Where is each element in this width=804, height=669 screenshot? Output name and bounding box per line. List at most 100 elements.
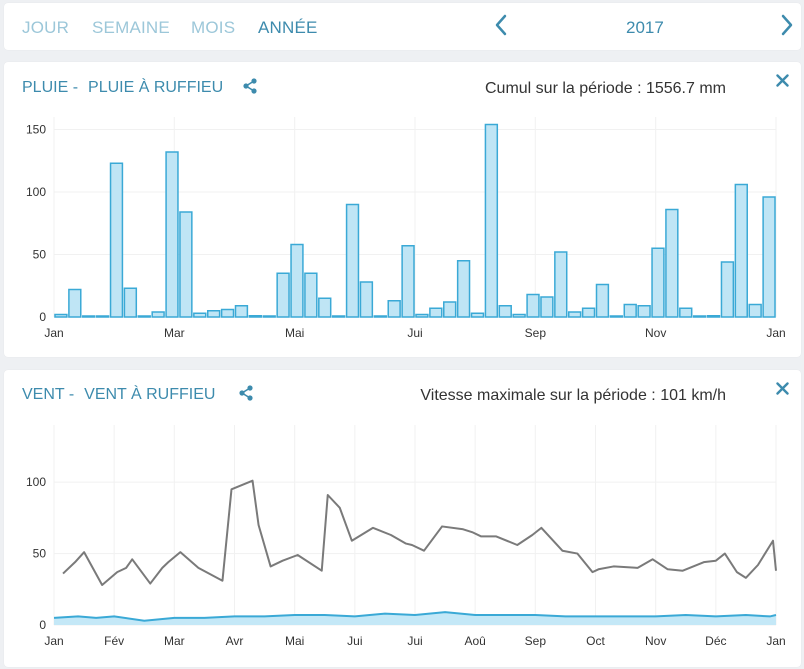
- period-navigation: JOUR SEMAINE MOIS ANNÉE 2017: [4, 3, 801, 50]
- previous-year-icon[interactable]: [494, 14, 508, 36]
- rain-bar: [637, 305, 651, 318]
- rain-station-link[interactable]: PLUIE À RUFFIEU: [88, 79, 224, 96]
- rain-bar: [206, 310, 221, 318]
- wind-y-tick-label: 0: [39, 618, 46, 632]
- rain-bar: [512, 313, 526, 318]
- rain-y-tick-label: 100: [26, 185, 46, 199]
- rain-x-tick-label: Jui: [407, 326, 422, 340]
- rain-bar: [484, 123, 499, 318]
- rain-bar: [193, 312, 207, 318]
- wind-x-tick-label: Aoû: [464, 634, 485, 648]
- rain-bar: [68, 288, 82, 318]
- rain-bar: [109, 162, 124, 318]
- rain-widget-title: PLUIE - PLUIE À RUFFIEU: [22, 79, 223, 97]
- wind-line-chart: Jan Fév Mar Avr Mai Jui Jui Aoû Sep Oct Nov Déc Jan 0…: [26, 425, 786, 648]
- rain-bar: [95, 315, 110, 318]
- wind-widget: VENT - VENT À RUFFIEU Vitesse maximale su…: [4, 370, 801, 667]
- wind-x-tick-label: Jan: [766, 634, 785, 648]
- rain-bar: [359, 281, 374, 318]
- wind-x-tick-label: Mar: [164, 634, 185, 648]
- rain-bar: [470, 312, 485, 318]
- rain-x-tick-label: Mar: [164, 326, 185, 340]
- wind-widget-title: VENT - VENT À RUFFIEU: [22, 386, 215, 404]
- share-icon[interactable]: [238, 385, 254, 401]
- rain-bar: [165, 151, 179, 318]
- rain-bar: [331, 315, 346, 318]
- rain-y-tick-label: 150: [26, 123, 46, 137]
- wind-x-tick-label: Déc: [705, 634, 726, 648]
- period-tab-jour[interactable]: JOUR: [22, 18, 70, 37]
- wind-title-prefix: VENT -: [22, 386, 75, 403]
- rain-bar: [595, 283, 610, 318]
- rain-x-tick-label: Sep: [525, 326, 547, 340]
- wind-x-tick-label: Mai: [285, 634, 304, 648]
- rain-x-tick-label: Jan: [44, 326, 63, 340]
- rain-y-tick-label: 50: [33, 248, 47, 262]
- rain-bar: [554, 251, 568, 318]
- rain-bar: [665, 208, 679, 318]
- close-icon[interactable]: [776, 74, 789, 87]
- rain-total-summary: Cumul sur la période : 1556.7 mm: [485, 80, 726, 97]
- wind-x-tick-label: Jan: [44, 634, 63, 648]
- period-tab-mois[interactable]: MOIS: [191, 18, 236, 37]
- gust-wind-line: [62, 479, 777, 586]
- rain-bar: [498, 305, 512, 318]
- rain-bar: [720, 261, 735, 318]
- rain-title-prefix: PLUIE -: [22, 79, 79, 96]
- rain-bar: [734, 183, 748, 318]
- rain-bar: [429, 307, 443, 318]
- share-icon[interactable]: [242, 78, 258, 94]
- rain-bar: [345, 203, 360, 318]
- wind-x-tick-label: Nov: [645, 634, 666, 648]
- rain-bar: [151, 311, 165, 318]
- mean-wind-line: [53, 611, 777, 622]
- rain-bar: [220, 308, 235, 318]
- current-year: 2017: [626, 18, 664, 37]
- rain-bar: [401, 245, 415, 318]
- rain-bar: [748, 303, 762, 318]
- rain-bar: [651, 247, 665, 318]
- rain-bar: [262, 315, 276, 318]
- rain-bar: [137, 315, 151, 318]
- wind-y-tick-label: 50: [33, 547, 47, 561]
- wind-x-tick-label: Fév: [104, 634, 124, 648]
- rain-bar: [526, 293, 540, 318]
- mean-wind-area: [54, 612, 776, 625]
- rain-bar: [692, 315, 707, 318]
- rain-bar: [609, 315, 624, 318]
- rain-bar: [415, 313, 429, 318]
- wind-x-tick-label: Jui: [407, 634, 422, 648]
- rain-widget: PLUIE - PLUIE À RUFFIEU Cumul sur la péri…: [4, 62, 801, 357]
- rain-bar: [706, 315, 721, 318]
- rain-bar: [304, 272, 318, 318]
- rain-bar: [373, 315, 387, 318]
- rain-bar: [54, 313, 68, 318]
- rain-bar: [123, 287, 138, 318]
- rain-x-tick-label: Jan: [766, 326, 785, 340]
- wind-max-summary: Vitesse maximale sur la période : 101 km…: [420, 387, 726, 404]
- rain-bar: [234, 305, 249, 318]
- rain-x-tick-label: Nov: [645, 326, 666, 340]
- wind-x-tick-label: Sep: [525, 634, 547, 648]
- rain-bar: [540, 296, 554, 318]
- close-icon[interactable]: [776, 382, 789, 395]
- rain-bar: [581, 307, 596, 318]
- rain-bar: [82, 315, 96, 318]
- wind-y-tick-label: 100: [26, 475, 46, 489]
- rain-bar: [179, 211, 193, 318]
- rain-bar: [567, 311, 582, 318]
- rain-bar: [623, 303, 637, 318]
- rain-bar: [290, 243, 304, 318]
- rain-bar: [387, 300, 401, 318]
- wind-x-tick-label: Oct: [586, 634, 605, 648]
- period-tab-annee[interactable]: ANNÉE: [258, 18, 318, 37]
- next-year-icon[interactable]: [780, 14, 794, 36]
- period-tab-semaine[interactable]: SEMAINE: [92, 18, 170, 37]
- rain-y-tick-label: 0: [39, 310, 46, 324]
- rain-bar: [443, 301, 457, 318]
- rain-bar: [679, 307, 693, 318]
- rain-bar: [318, 297, 332, 318]
- rain-bar-chart: Jan Mar Mai Jui Sep Nov Jan 0 50 100 150: [26, 117, 786, 340]
- wind-station-link[interactable]: VENT À RUFFIEU: [84, 386, 216, 403]
- rain-bar: [762, 196, 776, 318]
